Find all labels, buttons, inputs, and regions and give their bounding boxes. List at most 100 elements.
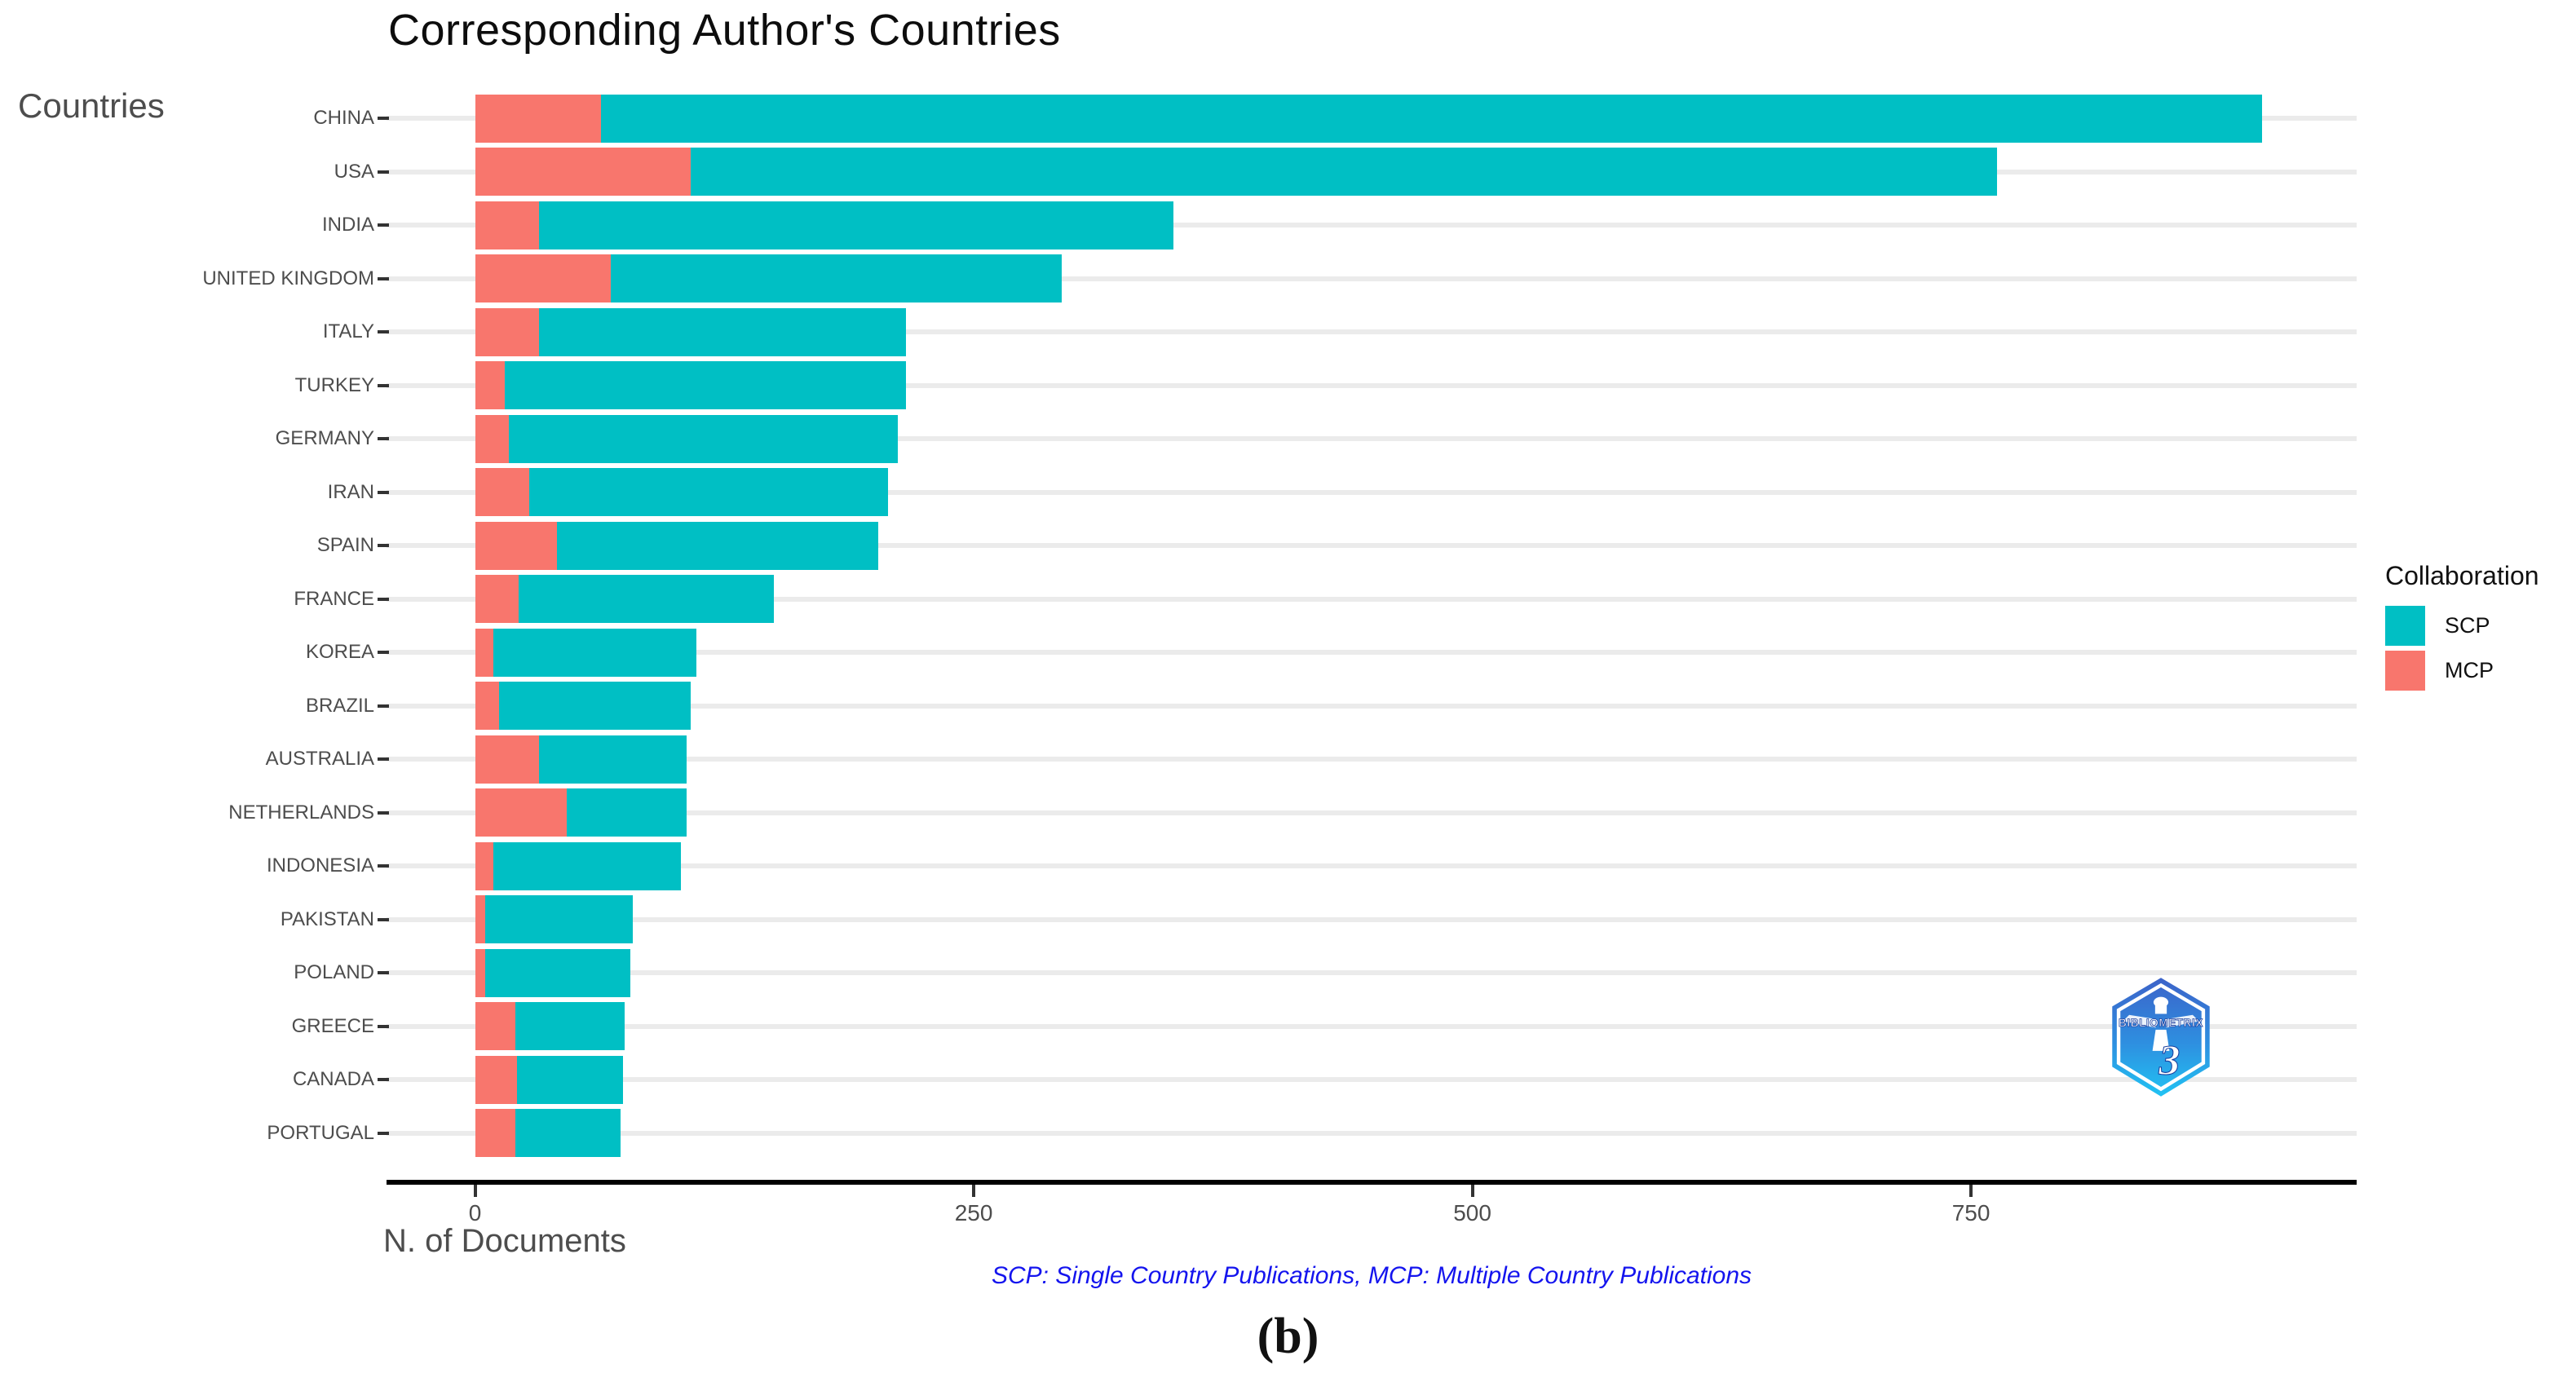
bar-row-india xyxy=(475,201,1173,249)
legend: Collaboration SCP MCP xyxy=(2385,561,2539,696)
y-axis-title: Countries xyxy=(18,86,165,125)
y-tick-label: PORTUGAL xyxy=(267,1121,374,1144)
bar-row-brazil xyxy=(475,682,691,730)
y-tick-mark xyxy=(378,1078,389,1081)
bar-segment-scp xyxy=(505,361,906,409)
y-tick-label: TURKEY xyxy=(294,373,374,396)
y-tick-mark xyxy=(378,704,389,708)
bar-segment-scp xyxy=(484,948,631,997)
bar-segment-scp xyxy=(556,521,878,570)
y-tick-label: USA xyxy=(334,160,374,183)
bar-segment-scp xyxy=(690,148,1997,196)
x-tick-label: 0 xyxy=(468,1200,482,1225)
bar-segment-mcp xyxy=(475,841,493,890)
bar-segment-scp xyxy=(600,94,2263,143)
y-tick-label: UNITED KINGDOM xyxy=(202,267,374,289)
bar-segment-mcp xyxy=(475,895,485,943)
gridline xyxy=(387,596,2357,602)
y-tick-mark xyxy=(378,810,389,815)
y-tick-label: ITALY xyxy=(322,320,374,342)
x-tick-label: 250 xyxy=(954,1200,993,1225)
bar-segment-mcp xyxy=(475,788,568,837)
logo-lighthouse xyxy=(2123,996,2199,1051)
bar-segment-mcp xyxy=(475,1109,515,1157)
bar-row-poland xyxy=(475,948,631,997)
bar-segment-scp xyxy=(528,468,888,516)
bar-row-korea xyxy=(475,628,697,677)
bar-segment-mcp xyxy=(475,414,510,463)
y-tick-label: BRAZIL xyxy=(305,694,374,717)
y-tick-label: PAKISTAN xyxy=(280,907,374,930)
mcp-swatch xyxy=(2385,651,2425,691)
bar-segment-scp xyxy=(567,788,687,837)
y-tick-mark xyxy=(378,917,389,921)
logo-text: BIBLIOMETRIX xyxy=(2119,1017,2203,1029)
y-tick-mark xyxy=(378,544,389,547)
y-tick-mark xyxy=(378,117,389,120)
gridline xyxy=(387,970,2357,975)
bar-segment-scp xyxy=(538,307,906,356)
y-tick-label: SPAIN xyxy=(316,534,374,556)
x-tick-mark xyxy=(473,1185,477,1197)
y-tick-mark xyxy=(378,170,389,174)
y-tick-mark xyxy=(378,330,389,333)
y-tick-mark xyxy=(378,597,389,601)
bar-segment-mcp xyxy=(475,628,493,677)
y-tick-label: FRANCE xyxy=(294,587,374,610)
y-tick-label: NETHERLANDS xyxy=(228,801,374,824)
y-tick-label: GERMANY xyxy=(275,427,374,449)
bar-segment-scp xyxy=(509,414,899,463)
bar-segment-mcp xyxy=(475,735,539,784)
bar-row-greece xyxy=(475,1002,625,1050)
y-tick-mark xyxy=(378,1131,389,1135)
gridline xyxy=(387,276,2357,281)
bibliometrix-logo: BIBLIOMETRIX 3 xyxy=(2112,978,2210,1097)
bar-segment-scp xyxy=(515,1109,621,1157)
y-tick-mark xyxy=(378,276,389,280)
y-tick-mark xyxy=(378,383,389,387)
bar-row-united-kingdom xyxy=(475,254,1062,302)
bar-segment-scp xyxy=(493,841,681,890)
bar-segment-mcp xyxy=(475,201,539,249)
gridline xyxy=(387,1023,2357,1029)
bar-segment-mcp xyxy=(475,575,519,623)
bar-segment-scp xyxy=(538,201,1173,249)
caption: SCP: Single Country Publications, MCP: M… xyxy=(991,1262,1752,1289)
scp-swatch xyxy=(2385,606,2425,646)
y-tick-label: AUSTRALIA xyxy=(265,748,374,770)
bar-segment-scp xyxy=(538,735,687,784)
y-axis-labels: CHINA USA INDIA UNITED KINGDOM ITALY TURKEY GE… xyxy=(0,0,391,1391)
legend-item-mcp: MCP xyxy=(2385,651,2539,691)
y-tick-label: IRAN xyxy=(327,480,374,503)
bar-segment-mcp xyxy=(475,307,539,356)
bar-row-netherlands xyxy=(475,788,687,837)
gridline xyxy=(387,543,2357,548)
bar-segment-mcp xyxy=(475,148,691,196)
legend-label-scp: SCP xyxy=(2445,613,2490,638)
bar-row-australia xyxy=(475,735,687,784)
bar-segment-scp xyxy=(493,628,697,677)
bar-segment-mcp xyxy=(475,254,611,302)
y-tick-mark xyxy=(378,757,389,761)
y-tick-label: INDONESIA xyxy=(266,854,374,877)
gridline xyxy=(387,703,2357,709)
bar-row-canada xyxy=(475,1055,623,1104)
plot-panel xyxy=(387,77,2357,1180)
bar-segment-mcp xyxy=(475,94,601,143)
gridline xyxy=(387,916,2357,922)
bar-row-iran xyxy=(475,468,888,516)
bar-row-china xyxy=(475,94,2263,143)
y-tick-mark xyxy=(378,971,389,974)
chart-title: Corresponding Author's Countries xyxy=(388,6,1061,55)
bar-segment-mcp xyxy=(475,361,506,409)
bar-row-france xyxy=(475,575,775,623)
bar-row-italy xyxy=(475,307,906,356)
bar-segment-mcp xyxy=(475,468,529,516)
figure-panel-label: (b) xyxy=(1257,1309,1319,1364)
bar-row-usa xyxy=(475,148,1997,196)
legend-title: Collaboration xyxy=(2385,561,2539,590)
y-tick-label: CHINA xyxy=(313,107,374,129)
x-tick-mark xyxy=(1470,1185,1474,1197)
legend-item-scp: SCP xyxy=(2385,606,2539,646)
gridline xyxy=(387,757,2357,762)
